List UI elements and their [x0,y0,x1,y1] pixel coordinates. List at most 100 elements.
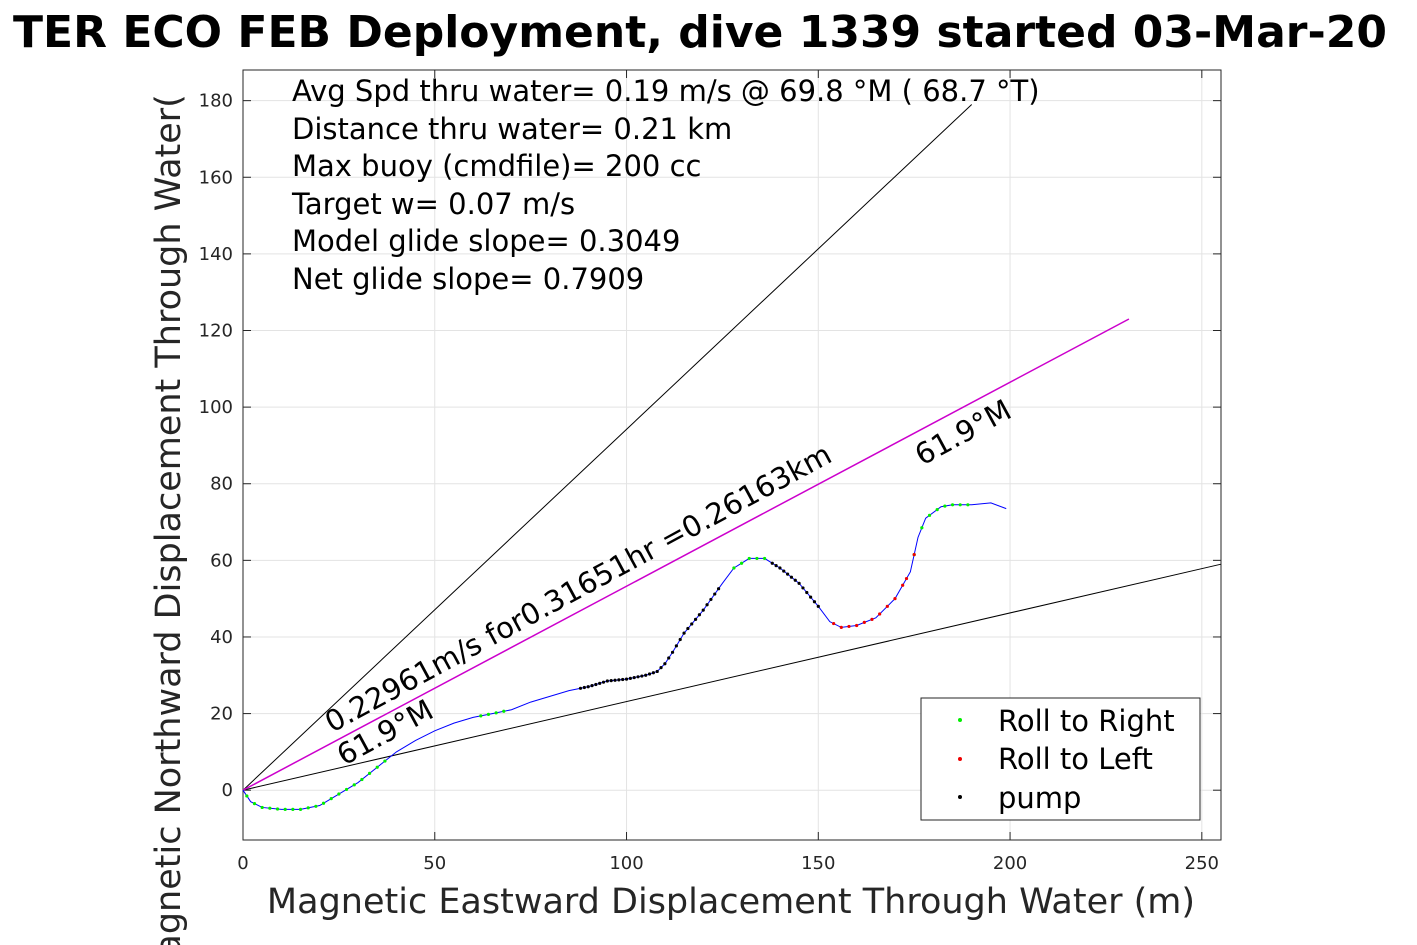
roll-left-marker [855,623,859,628]
pump-marker [797,581,801,585]
pump-marker [682,631,686,635]
pump-marker [617,678,621,682]
roll-right-marker [943,504,947,508]
pump-marker [801,586,805,590]
pump-marker [778,566,782,570]
stats-line-max-buoy: Max buoy (cmdfile)= 200 cc [292,149,701,183]
y-tick-label: 60 [210,550,233,571]
roll-left-marker [878,612,882,616]
legend-box [920,697,1201,821]
pump-marker [793,578,797,582]
roll-right-marker [375,765,379,769]
pump-marker [705,603,709,607]
pump-marker [812,600,817,604]
roll-left-marker [847,624,851,629]
pump-marker [667,656,671,660]
pump-marker [582,685,586,690]
legend-marker-roll-right [958,718,962,722]
roll-right-marker [360,777,364,782]
label-61-9-upper: 61.9°M [909,393,1017,473]
legend-label-pump: pump [998,781,1081,815]
y-tick-label: 120 [199,320,233,341]
pump-marker [655,669,659,674]
y-tick-label: 180 [199,91,233,112]
stats-line-target-w: Target w= 0.07 m/s [291,187,575,221]
pump-marker [789,575,794,579]
legend-label-roll-left: Roll to Left [998,742,1153,776]
chart-title: TER ECO FEB Deployment, dive 1339 starte… [13,7,1387,58]
roll-right-marker [367,771,372,775]
roll-right-marker [920,526,924,530]
legend-marker-pump [958,795,962,799]
x-tick-label: 100 [609,853,643,874]
roll-left-marker [901,583,905,587]
pump-marker [594,682,598,687]
y-tick-label: 100 [199,397,233,418]
roll-right-marker [479,714,483,718]
pump-marker [659,666,663,670]
roll-right-marker [275,807,280,811]
guide-lines [242,104,1222,791]
pump-marker [598,681,602,685]
x-tick-label: 50 [423,853,446,874]
legend: Roll to Right Roll to Left pump [920,697,1201,821]
roll-left-marker [904,576,909,581]
pump-marker [670,650,675,654]
x-tick-label: 200 [993,853,1027,874]
x-tick-label: 0 [237,853,248,874]
y-tick-label: 40 [210,627,233,648]
y-tick-label: 160 [199,167,233,188]
pump-marker [678,637,682,642]
roll-right-marker [486,712,491,716]
roll-right-marker [502,709,506,713]
x-tick-label: 250 [1185,853,1219,874]
pump-marker [693,617,698,621]
pump-marker [770,561,774,565]
roll-left-marker [862,620,866,625]
roll-right-marker [383,759,387,763]
roll-right-marker [755,556,759,561]
pump-marker [701,608,705,612]
pump-marker [605,679,609,683]
pump-marker [621,677,625,682]
pump-marker [624,677,629,681]
y-tick-label: 80 [210,474,233,495]
pump-marker [663,662,667,666]
label-heading-line: 0.22961m/s for0.31651hr =0.26163km [319,437,837,739]
y-tick-label: 20 [210,704,233,725]
roll-right-marker [283,807,287,811]
stats-annotation: Avg Spd thru water= 0.19 m/s @ 69.8 °M (… [291,74,1040,296]
roll-right-marker [747,556,751,561]
roll-right-marker [344,787,349,792]
roll-right-marker [245,794,249,798]
guide-line-glide-lower [242,563,1222,791]
roll-right-marker [739,561,744,565]
pump-marker [709,597,713,602]
roll-right-marker [298,807,303,811]
roll-left-marker [870,617,874,621]
y-tick-label: 0 [222,780,233,801]
stats-line-avg-speed: Avg Spd thru water= 0.19 m/s @ 69.8 °M (… [292,74,1040,108]
roll-right-marker [314,804,318,808]
roll-right-marker [966,503,970,507]
roll-right-marker [306,806,310,810]
pump-marker [601,680,606,684]
pump-marker [782,569,786,573]
roll-right-marker [927,513,932,517]
roll-right-marker [252,802,257,806]
axis-ticks: 0 50 100 150 200 250 0 20 40 60 80 100 120 140 160 180 [199,70,1221,874]
roll-right-marker [494,711,498,715]
pump-marker [697,613,702,617]
pump-marker [809,595,813,599]
roll-right-marker [732,566,736,570]
pump-marker [774,564,778,568]
roll-right-marker [950,503,955,507]
pump-marker [644,673,648,677]
pump-marker [816,604,820,608]
legend-marker-roll-left [958,757,962,761]
pump-marker [686,626,690,631]
roll-left-marker [885,604,889,608]
roll-right-marker [321,801,326,805]
roll-right-marker [268,806,272,810]
